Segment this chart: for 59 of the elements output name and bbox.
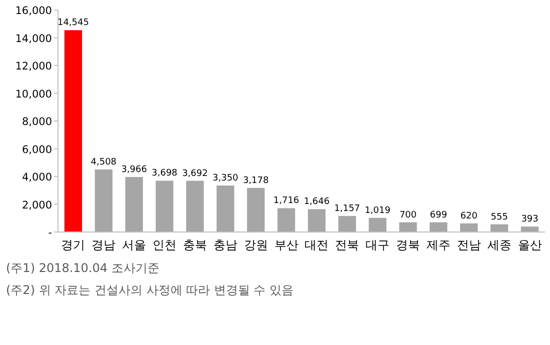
bar bbox=[308, 209, 326, 232]
data-label: 1,019 bbox=[364, 206, 391, 216]
bar bbox=[156, 180, 174, 232]
data-label: 393 bbox=[521, 214, 538, 225]
bar bbox=[490, 224, 508, 232]
data-label: 3,698 bbox=[152, 168, 178, 179]
data-label: 700 bbox=[399, 210, 417, 220]
y-tick-label: 8,000 bbox=[22, 116, 52, 128]
data-label: 3,966 bbox=[121, 164, 148, 175]
bar bbox=[520, 226, 539, 232]
y-tick-label: 6,000 bbox=[22, 144, 52, 156]
bar bbox=[338, 216, 356, 232]
x-tick-label: 전남 bbox=[456, 238, 481, 252]
x-tick-label: 전북 bbox=[335, 238, 360, 252]
x-tick-label: 경북 bbox=[396, 238, 420, 252]
bar bbox=[186, 180, 204, 232]
x-tick-label: 인천 bbox=[152, 238, 177, 252]
x-tick-label: 충남 bbox=[213, 238, 238, 252]
text: (주2) 위 자료는 건설사의 사정에 따라 변경될 수 있음 bbox=[6, 283, 294, 297]
data-label: 555 bbox=[490, 212, 508, 222]
x-tick-label: 대구 bbox=[366, 238, 390, 252]
bar bbox=[216, 186, 234, 232]
data-label: 1,157 bbox=[334, 204, 360, 214]
bar bbox=[460, 223, 478, 232]
x-tick-label: 울산 bbox=[518, 238, 542, 252]
x-tick-label: 서울 bbox=[122, 238, 146, 252]
bar bbox=[64, 30, 82, 232]
data-label: 1,716 bbox=[273, 196, 300, 206]
y-tick-label: 4,000 bbox=[22, 172, 52, 184]
y-tick-label: - bbox=[48, 227, 52, 239]
x-tick-label: 경기 bbox=[61, 238, 86, 252]
bar bbox=[277, 208, 296, 232]
bar bbox=[94, 169, 112, 232]
data-label: 620 bbox=[460, 211, 478, 222]
x-tick-label: 대전 bbox=[304, 238, 329, 252]
x-tick-label: 부산 bbox=[274, 238, 298, 252]
x-tick-label: 제주 bbox=[426, 238, 450, 252]
bar bbox=[368, 218, 386, 232]
x-tick-label: 경남 bbox=[92, 238, 116, 252]
data-label: 3,692 bbox=[182, 168, 208, 179]
data-label: 3,178 bbox=[242, 176, 269, 186]
data-label: 3,350 bbox=[212, 174, 239, 184]
data-label: 14,545 bbox=[57, 18, 89, 28]
bar bbox=[247, 188, 265, 232]
bar bbox=[430, 222, 448, 232]
bar bbox=[399, 222, 417, 232]
x-tick-label: 충북 bbox=[182, 238, 207, 252]
data-label: 4,508 bbox=[90, 157, 117, 168]
y-tick-label: 12,000 bbox=[15, 60, 52, 72]
text: (주1) 2018.10.04 조사기준 bbox=[6, 261, 160, 275]
y-tick-label: 10,000 bbox=[15, 88, 52, 100]
y-tick-label: 14,000 bbox=[15, 32, 52, 45]
y-tick-label: 2,000 bbox=[22, 199, 52, 212]
y-tick-label: 16,000 bbox=[15, 5, 52, 17]
data-label: 699 bbox=[430, 210, 448, 220]
x-tick-label: 강원 bbox=[244, 238, 268, 252]
x-tick-label: 세종 bbox=[487, 238, 512, 252]
data-label: 1,646 bbox=[304, 197, 330, 208]
bar bbox=[125, 176, 143, 232]
